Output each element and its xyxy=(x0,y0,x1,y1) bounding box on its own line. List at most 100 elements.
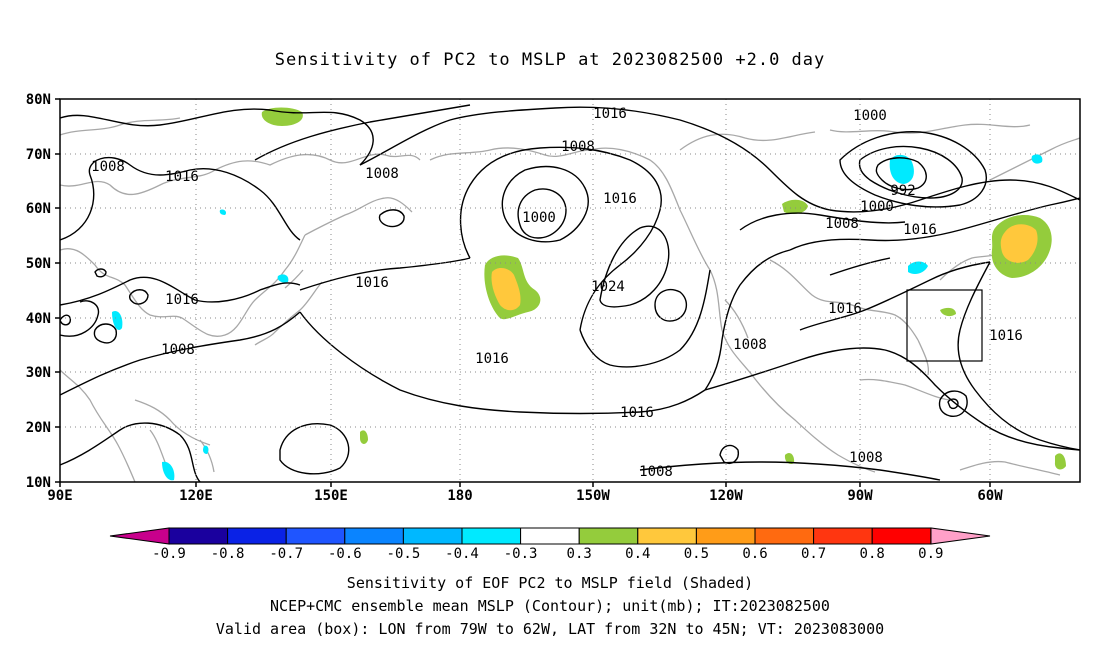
mslp-contours xyxy=(60,104,1080,482)
contour-labels: 1016 1008 1016 1000 992 1000 1008 1016 1… xyxy=(91,106,1023,480)
contour-label: 1016 xyxy=(620,405,654,421)
shade-negative-greenland xyxy=(889,154,914,184)
colorbar-box xyxy=(813,527,873,545)
colorbar-box xyxy=(168,527,229,545)
lon-label: 150W xyxy=(576,488,610,504)
contour-label: 1008 xyxy=(161,342,195,358)
lat-label: 40N xyxy=(26,311,51,327)
shade-positive-northwest-atlantic-core xyxy=(1000,224,1038,263)
contour-label: 1024 xyxy=(591,279,625,295)
sensitivity-shading xyxy=(112,107,1066,481)
lon-label: 90E xyxy=(47,488,72,504)
contour-label: 1008 xyxy=(825,216,859,232)
contour-label: 1008 xyxy=(365,166,399,182)
lon-label: 150E xyxy=(314,488,348,504)
lat-label: 10N xyxy=(26,475,51,491)
colorbar-label: 0.3 xyxy=(567,546,592,562)
lat-label: 70N xyxy=(26,147,51,163)
shade-negative-mongolia xyxy=(219,209,227,215)
contour-label: 1000 xyxy=(522,210,556,226)
contour-label: 992 xyxy=(890,183,915,199)
colorbar-box xyxy=(285,527,346,545)
coastlines xyxy=(60,117,1080,482)
contour-label: 1016 xyxy=(475,351,509,367)
graticule xyxy=(60,99,1080,482)
plot-frame xyxy=(59,98,1081,483)
contour-label: 1000 xyxy=(853,108,887,124)
colorbar-label: 0.5 xyxy=(684,546,709,562)
contour-label: 1016 xyxy=(165,169,199,185)
colorbar-label: 0.6 xyxy=(742,546,767,562)
colorbar-box xyxy=(578,527,639,545)
lon-label: 90W xyxy=(847,488,873,504)
colorbar-box xyxy=(344,527,404,545)
colorbar-label: 0.9 xyxy=(918,546,943,562)
colorbar-label: -0.4 xyxy=(445,546,479,562)
colorbar-box xyxy=(871,527,932,545)
latitude-labels: 80N 70N 60N 50N 40N 30N 20N 10N xyxy=(26,92,51,491)
shade-negative-philippines xyxy=(203,445,209,454)
lat-label: 60N xyxy=(26,201,51,217)
lat-label: 80N xyxy=(26,92,51,108)
axis-ticks xyxy=(55,98,991,487)
lat-label: 20N xyxy=(26,420,51,436)
colorbar-box xyxy=(461,527,522,545)
colorbar-box xyxy=(520,527,580,545)
shade-positive-mexico xyxy=(784,452,795,465)
colorbar-label: 0.7 xyxy=(801,546,826,562)
contour-label: 1016 xyxy=(593,106,627,122)
shade-positive-newengland xyxy=(940,307,956,317)
lon-label: 180 xyxy=(447,488,472,504)
colorbar-box xyxy=(754,527,815,545)
contour-label: 1016 xyxy=(603,191,637,207)
colorbar-label: -0.8 xyxy=(211,546,245,562)
colorbar-box xyxy=(227,527,287,545)
contour-label: 1008 xyxy=(561,139,595,155)
colorbar-end-low xyxy=(109,527,170,545)
contour-label: 1008 xyxy=(733,337,767,353)
contour-label: 1016 xyxy=(989,328,1023,344)
shade-negative-southchina xyxy=(112,310,123,331)
colorbar-box xyxy=(695,527,756,545)
lat-label: 50N xyxy=(26,256,51,272)
colorbar-label: -0.9 xyxy=(152,546,186,562)
colorbar: -0.9 -0.8 -0.7 -0.6 -0.5 -0.4 -0.3 0.3 0.4 0.5 0.6… xyxy=(109,527,991,562)
caption-contours: NCEP+CMC ensemble mean MSLP (Contour); u… xyxy=(270,597,830,615)
map-title: Sensitivity of PC2 to MSLP at 2023082500… xyxy=(274,50,826,70)
contour-label: 1016 xyxy=(828,301,862,317)
lon-label: 60W xyxy=(977,488,1003,504)
longitude-labels: 90E 120E 150E 180 150W 120W 90W 60W xyxy=(47,488,1003,504)
shade-negative-westpacific xyxy=(162,461,175,481)
lon-label: 120W xyxy=(709,488,743,504)
shade-negative-iceland xyxy=(1031,154,1043,164)
colorbar-label: 0.8 xyxy=(860,546,885,562)
contour-label: 1016 xyxy=(355,275,389,291)
colorbar-box xyxy=(637,527,697,545)
lat-label: 30N xyxy=(26,365,51,381)
colorbar-label: 0.4 xyxy=(625,546,650,562)
shade-positive-maritime xyxy=(360,430,368,444)
contour-label: 1016 xyxy=(165,292,199,308)
shade-negative-labrador xyxy=(908,261,928,274)
valid-area-box xyxy=(906,289,983,362)
contour-label: 1008 xyxy=(91,159,125,175)
colorbar-label: -0.6 xyxy=(328,546,362,562)
colorbar-label: -0.7 xyxy=(269,546,303,562)
contour-label: 1008 xyxy=(849,450,883,466)
contour-label: 1008 xyxy=(639,464,673,480)
colorbar-label: -0.3 xyxy=(504,546,538,562)
colorbar-end-high xyxy=(930,527,991,545)
shade-positive-hudson xyxy=(782,199,808,214)
contour-label: 1016 xyxy=(903,222,937,238)
colorbar-boxes xyxy=(168,527,932,545)
shade-negative-japan xyxy=(277,274,289,283)
shade-positive-atlantic-south xyxy=(1054,453,1066,470)
colorbar-box xyxy=(402,527,463,545)
contour-label: 1000 xyxy=(860,199,894,215)
colorbar-label: -0.5 xyxy=(387,546,421,562)
caption-valid-area: Valid area (box): LON from 79W to 62W, L… xyxy=(215,620,885,638)
lon-label: 120E xyxy=(179,488,213,504)
colorbar-labels: -0.9 -0.8 -0.7 -0.6 -0.5 -0.4 -0.3 0.3 0.4 0.5 0.6… xyxy=(152,546,943,562)
caption-shading: Sensitivity of EOF PC2 to MSLP field (Sh… xyxy=(346,574,754,592)
